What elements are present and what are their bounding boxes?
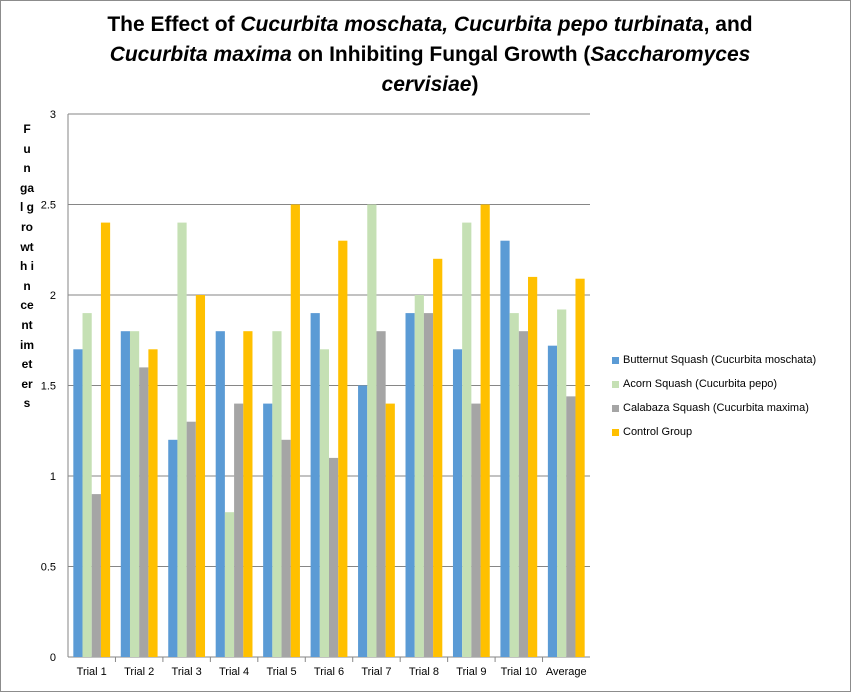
x-tick-label: Trial 3	[172, 666, 202, 678]
y-tick-label: 2	[50, 290, 56, 302]
bar	[433, 258, 443, 657]
bar	[338, 240, 348, 657]
chart-title: The Effect of Cucurbita moschata, Cucurb…	[60, 10, 800, 100]
y-tick-label: 1	[50, 471, 56, 483]
bar	[509, 313, 519, 657]
bar	[129, 331, 140, 657]
bar	[263, 403, 273, 657]
bar	[186, 421, 196, 657]
legend-item: Calabaza Squash (Cucurbita maxima)	[612, 396, 816, 420]
x-tick-label: Trial 8	[409, 666, 439, 678]
bar	[120, 331, 130, 657]
y-axis-title: Fungal growth in centimeters	[20, 122, 35, 411]
bar	[168, 439, 178, 657]
legend-swatch	[612, 428, 619, 436]
bar	[367, 204, 377, 657]
bar	[290, 204, 300, 657]
y-tick-label: 3	[50, 109, 56, 121]
legend-label: Acorn Squash (Cucurbita pepo)	[623, 378, 778, 390]
x-tick-label: Trial 10	[501, 666, 537, 678]
bar	[73, 349, 83, 657]
bar	[91, 494, 101, 657]
x-tick-label: Trial 9	[456, 666, 486, 678]
bar	[243, 331, 253, 657]
bar	[148, 349, 158, 657]
legend-label: Butternut Squash (Cucurbita moschata)	[623, 354, 817, 366]
bar	[385, 403, 395, 657]
bar	[528, 276, 538, 657]
bar	[319, 349, 329, 657]
chart-title-segment: Cucurbita maxima	[109, 43, 292, 66]
chart-title-segment: , and	[703, 13, 753, 36]
bar	[471, 403, 481, 657]
x-tick-label: Average	[546, 666, 587, 678]
chart-title-segment: The Effect of	[107, 13, 241, 36]
chart-title-segment: on Inhibiting Fungal Growth (	[291, 43, 591, 66]
bar	[405, 313, 415, 657]
legend-swatch	[612, 356, 619, 364]
bar	[500, 240, 510, 657]
bar	[310, 313, 320, 657]
x-tick-label: Trial 5	[266, 666, 296, 678]
bar	[480, 204, 490, 657]
bar	[462, 222, 472, 657]
bar	[518, 331, 529, 657]
x-tick-label: Trial 4	[219, 666, 249, 678]
legend-label: Calabaza Squash (Cucurbita maxima)	[623, 402, 809, 414]
bar	[215, 331, 225, 657]
bar	[452, 349, 463, 657]
bar	[177, 222, 187, 657]
bar	[575, 278, 585, 657]
bar	[234, 403, 244, 657]
bar	[423, 313, 434, 657]
legend-label: Control Group	[623, 426, 693, 438]
chart-title-segment: Saccharomyces cervisiae	[381, 43, 751, 96]
y-tick-label: 0	[50, 652, 56, 664]
x-tick-label: Trial 2	[124, 666, 154, 678]
x-tick-label: Trial 7	[361, 666, 391, 678]
legend-item: Control Group	[612, 420, 816, 444]
bar	[224, 512, 235, 657]
legend-item: Butternut Squash (Cucurbita moschata)	[612, 348, 816, 372]
bar	[566, 396, 576, 657]
bar	[329, 457, 339, 657]
y-tick-label: 2.5	[41, 200, 56, 212]
y-tick-label: 1.5	[41, 381, 56, 393]
x-tick-label: Trial 1	[77, 666, 107, 678]
bar	[547, 345, 558, 657]
bar	[82, 313, 92, 657]
chart-title-segment: Cucurbita moschata, Cucurbita pepo turbi…	[240, 13, 704, 36]
bar	[358, 385, 368, 657]
bar	[139, 367, 149, 657]
bar	[376, 331, 386, 657]
legend-swatch	[612, 380, 619, 388]
bar	[281, 439, 291, 657]
legend: Butternut Squash (Cucurbita moschata) Aco…	[612, 348, 816, 444]
legend-item: Acorn Squash (Cucurbita pepo)	[612, 372, 816, 396]
chart-title-segment: )	[471, 73, 479, 96]
bar	[195, 295, 206, 657]
legend-swatch	[612, 404, 619, 412]
y-tick-label: 0.5	[41, 562, 56, 574]
x-tick-label: Trial 6	[314, 666, 344, 678]
bar	[557, 309, 567, 657]
bar	[272, 331, 282, 657]
bar	[414, 295, 424, 657]
bar	[100, 222, 111, 657]
